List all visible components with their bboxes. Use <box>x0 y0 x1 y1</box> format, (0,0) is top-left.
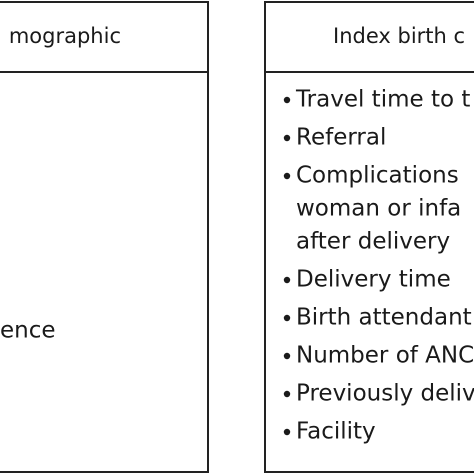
item-text: Travel time to t <box>295 87 470 113</box>
bullet <box>283 134 291 142</box>
item-text: Previously deliv <box>296 381 474 407</box>
item-text: woman or infa <box>296 196 461 222</box>
bullet <box>283 352 291 360</box>
item-text: Facility <box>296 419 376 445</box>
right-header: Index birth c <box>333 24 465 48</box>
bullet <box>283 428 291 436</box>
left-item: ence <box>0 318 56 344</box>
bullet <box>283 390 291 398</box>
bullet <box>283 276 291 284</box>
item-text: Number of ANC <box>296 343 474 369</box>
right-box <box>264 1 474 473</box>
item-text: after delivery <box>296 229 450 255</box>
bullet <box>283 172 291 180</box>
bullet <box>283 314 291 322</box>
bullet <box>283 96 291 104</box>
item-text: Delivery time <box>296 267 451 293</box>
item-text: Complications <box>296 163 459 189</box>
item-text: Birth attendant <box>296 305 472 331</box>
left-box <box>0 1 209 473</box>
left-header: mographic <box>9 24 121 48</box>
item-text: Referral <box>296 125 386 151</box>
right-items: Travel time to t Referral Complications wom… <box>283 87 474 445</box>
